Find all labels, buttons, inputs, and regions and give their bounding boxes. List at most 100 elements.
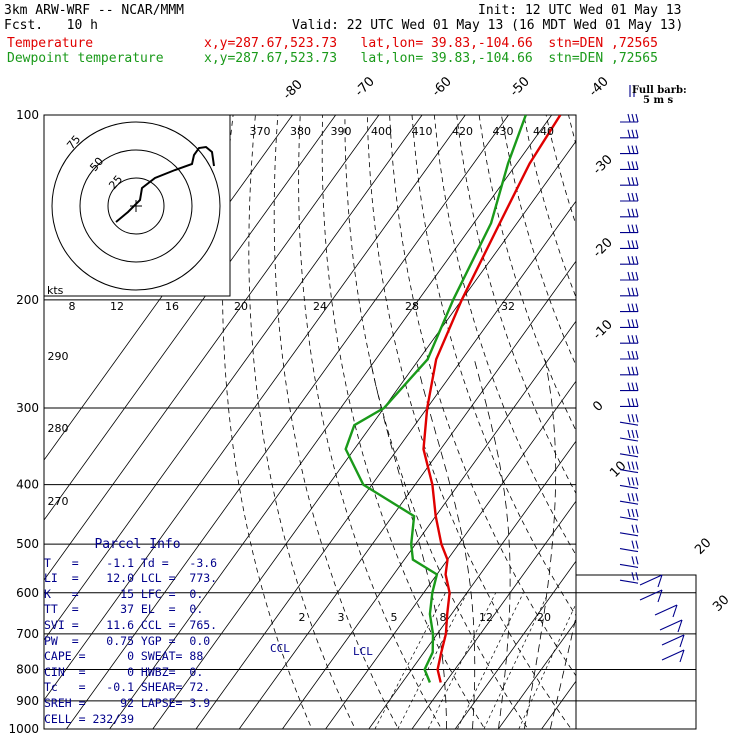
wind-barb	[619, 445, 639, 458]
dry-adiabat	[545, 115, 576, 226]
pressure-tick-label: 700	[16, 627, 39, 641]
pressure-tick-label: 100	[16, 108, 39, 122]
isotherm-label: 0	[590, 398, 606, 414]
plot-frame	[43, 114, 577, 730]
mixing-ratio-line	[374, 592, 446, 729]
mixing-ratio-label: 3	[338, 611, 345, 624]
dry-adiabat	[703, 115, 740, 740]
dry-adiabat-label: 420	[452, 125, 473, 138]
mixing-ratio-line	[518, 602, 576, 729]
parcel-info-row: TT = 37 EL = 0.	[44, 602, 204, 617]
isotherm-label: 20	[692, 536, 714, 558]
wind-barb	[620, 192, 639, 202]
wind-barb	[620, 224, 639, 234]
wind-barb	[639, 589, 663, 603]
wind-barb	[619, 540, 639, 553]
mixing-ratio-label: 2	[299, 611, 306, 624]
mixing-ratio-label: 8	[69, 300, 76, 313]
isotherm	[411, 500, 576, 729]
parcel-info-row: SREH = 92 LAPSE= 3.9	[44, 695, 211, 710]
valid-time: Valid: 22 UTC Wed 01 May 13 (16 MDT Wed …	[292, 18, 684, 33]
wind-barb	[620, 177, 639, 186]
isotherm-label: -30	[590, 152, 616, 178]
isotherm	[44, 115, 337, 521]
wind-barb	[620, 287, 639, 297]
isotherm-label: 30	[710, 593, 732, 615]
parcel-info-title: Parcel Info	[94, 537, 181, 552]
wind-barb	[620, 335, 639, 344]
isotherm-label: -70	[352, 74, 378, 100]
wind-barb	[620, 303, 639, 313]
parcel-info-row: LI = 12.0 LCL = 773.	[44, 571, 218, 586]
mixing-ratio-line	[397, 592, 468, 729]
mixing-ratio-label: 8	[440, 611, 447, 624]
parcel-info-row: CIN = 0 HWBZ= 0.	[44, 664, 204, 679]
isotherm	[195, 200, 576, 729]
dry-adiabat	[456, 115, 576, 495]
isotherm	[44, 115, 423, 641]
dewpoint-legend: Dewpoint temperature	[7, 51, 164, 66]
mixing-ratio-line	[483, 592, 549, 729]
pressure-tick-label: 1000	[8, 722, 39, 736]
lcl-marker: LCL	[353, 645, 373, 658]
isotherm-label: -20	[590, 235, 616, 261]
hodograph-ring	[79, 149, 193, 263]
theta-label: 270	[48, 495, 69, 508]
pressure-tick-label: 400	[16, 478, 39, 492]
barb-legend-units: 5 m s	[643, 95, 674, 106]
pressure-tick-label: 600	[16, 586, 39, 600]
wind-barb	[619, 414, 639, 426]
isotherm	[325, 380, 576, 729]
dry-adiabat-label: 390	[331, 125, 352, 138]
isotherm	[585, 115, 740, 729]
dry-adiabat	[222, 115, 313, 729]
temperature-trace	[422, 115, 562, 683]
theta-label: 290	[48, 350, 69, 363]
wind-barb	[661, 634, 685, 648]
temperature-location: x,y=287.67,523.73 lat,lon= 39.83,-104.66…	[204, 36, 658, 51]
isotherm	[368, 440, 576, 729]
wind-barb	[620, 240, 639, 249]
parcel-info-row: PW = 0.75 YGP = 0.0	[44, 633, 211, 648]
dry-adiabat	[680, 115, 740, 740]
wind-barb	[620, 208, 639, 218]
mixing-ratio-label: 12	[110, 300, 124, 313]
mixing-ratio-label: 20	[537, 611, 551, 624]
moist-adiabat	[415, 359, 476, 729]
wind-barb	[619, 524, 639, 537]
isotherm-label: -10	[590, 317, 616, 343]
isotherm	[238, 260, 576, 729]
wind-barb	[620, 145, 639, 155]
wind-barb	[659, 619, 683, 633]
isotherm-label: -60	[429, 74, 455, 100]
isotherm	[66, 115, 509, 729]
dewpoint-trace	[344, 115, 527, 683]
isotherm	[152, 140, 576, 729]
wind-barb	[619, 477, 639, 489]
hodograph-trace	[115, 145, 215, 223]
pressure-tick-label: 200	[16, 293, 39, 307]
dry-adiabat-label: 380	[290, 125, 311, 138]
dry-adiabat-label: 370	[250, 125, 271, 138]
wind-barb	[620, 161, 639, 170]
hodograph-ring	[51, 121, 221, 291]
mixing-ratio-label: 12	[479, 611, 493, 624]
wind-barb	[620, 382, 639, 392]
isotherm-label: -80	[280, 77, 306, 103]
dry-adiabat	[389, 115, 576, 677]
dry-adiabat	[433, 115, 576, 556]
dry-adiabat-label: 430	[493, 125, 514, 138]
dry-adiabat	[658, 115, 740, 740]
lower-frame-extension	[575, 537, 697, 730]
wind-barb	[619, 508, 639, 521]
isotherm	[282, 320, 576, 729]
isotherm	[628, 115, 740, 729]
mixing-ratio-label: 5	[391, 611, 398, 624]
mixing-ratio-label: 20	[234, 300, 248, 313]
isotherm	[44, 115, 466, 701]
parcel-info-row: K = 15 LFC = 0.	[44, 586, 204, 601]
parcel-info-rows: T = -1.1 Td = -3.6 LI = 12.0 LCL = 773. K …	[44, 556, 231, 728]
wind-barb	[620, 256, 639, 265]
wind-barbs	[619, 85, 685, 663]
